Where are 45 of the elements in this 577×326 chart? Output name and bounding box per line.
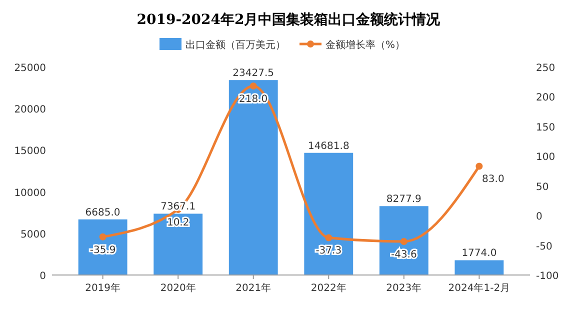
bar	[454, 260, 504, 275]
point	[99, 233, 106, 240]
point	[400, 238, 408, 245]
point	[250, 82, 257, 90]
data-label: -43.6	[390, 249, 417, 260]
y-tick-label: 25000	[14, 63, 46, 74]
data-label: -35.9	[90, 244, 116, 256]
y-tick-label: 10000	[14, 188, 46, 199]
data-label: -37.3	[316, 246, 342, 257]
data-label: 8277.9	[386, 194, 422, 206]
x-tick-label: 2021年	[236, 282, 272, 294]
chart-title: 2019-2024年2月中国集装箱出口金额统计情况	[136, 11, 442, 28]
legend-label: 金额增长率（%）	[326, 39, 406, 51]
data-label: 14681.8	[308, 140, 350, 152]
data-label: 10.2	[166, 218, 190, 229]
x-tick-label: 2023年	[386, 282, 422, 294]
y-tick-label: 0	[40, 271, 46, 282]
point	[325, 234, 332, 242]
y2-tick-label: 200	[536, 92, 556, 104]
data-label: 83.0	[482, 174, 504, 186]
x-tick-label: 2019年	[85, 282, 121, 294]
y2-tick-label: 100	[536, 152, 556, 164]
point	[476, 162, 483, 170]
y-tick-label: 15000	[14, 146, 46, 158]
y2-tick-label: 150	[536, 122, 556, 134]
data-label: 23427.5	[232, 68, 274, 80]
y2-tick-label: -50	[536, 241, 552, 252]
y2-tick-label: 250	[536, 63, 556, 74]
y-tick-label: 5000	[20, 229, 46, 240]
legend-label: 出口金额（百万美元）	[186, 39, 286, 51]
y2-tick-label: 50	[536, 182, 549, 193]
bar	[78, 219, 128, 275]
y2-tick-label: -100	[536, 271, 559, 282]
x-tick-label: 2022年	[310, 282, 346, 294]
data-label: 1774.0	[462, 248, 497, 260]
bar	[228, 80, 278, 275]
data-label: 218.0	[239, 94, 268, 106]
y2-tick-label: 0	[536, 212, 542, 223]
x-tick-label: 2020年	[160, 282, 196, 294]
data-label: 6685.0	[85, 207, 120, 218]
bar	[379, 206, 428, 275]
x-tick-label: 2024年1-2月	[448, 282, 510, 294]
y-tick-label: 20000	[14, 104, 46, 116]
bar	[154, 214, 203, 275]
bar	[304, 152, 354, 275]
